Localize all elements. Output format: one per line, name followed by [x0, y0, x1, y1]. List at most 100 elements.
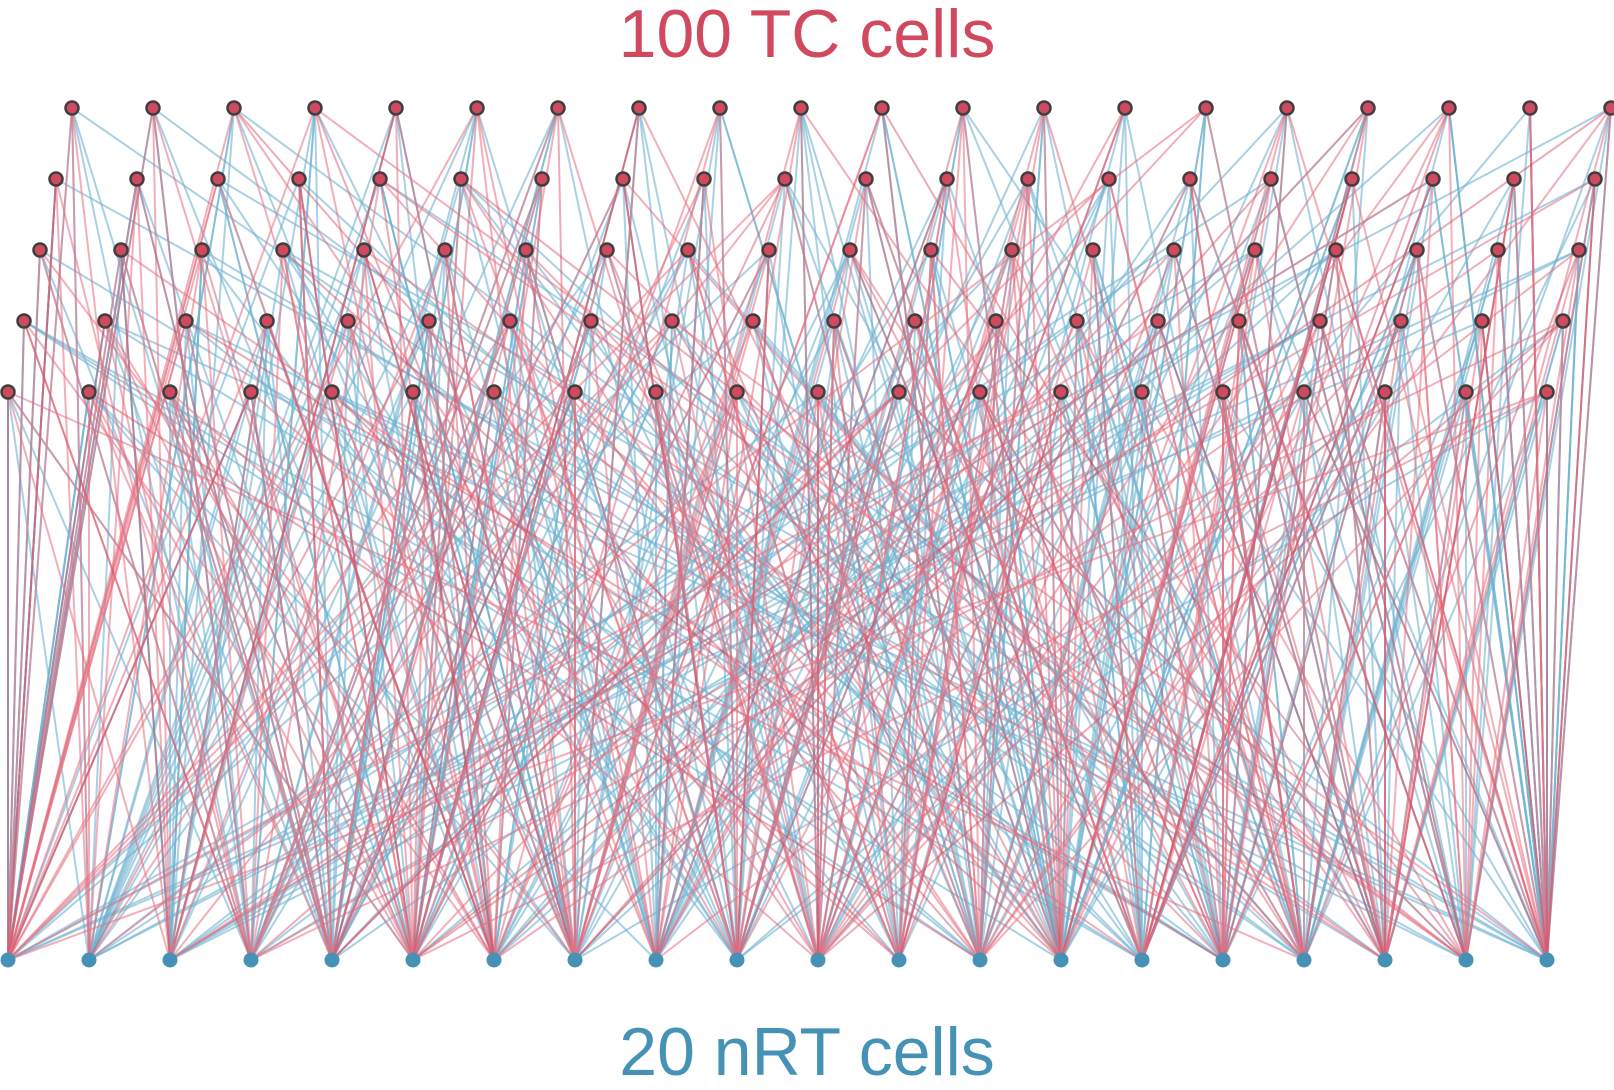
tc-cell-node [763, 244, 776, 257]
tc-cell-node [488, 386, 501, 399]
tc-cell-node [439, 244, 452, 257]
tc-cell-node [1476, 315, 1489, 328]
tc-cell-node [1249, 244, 1262, 257]
tc-cell-node [1492, 244, 1505, 257]
nrt-cell-node [1, 953, 16, 968]
nrt-cell-node [730, 953, 745, 968]
tc-cell-node [455, 173, 468, 186]
tc-cell-node [585, 315, 598, 328]
tc-cell-node [261, 315, 274, 328]
tc-cell-node [731, 386, 744, 399]
tc-cell-node [147, 102, 160, 115]
tc-cell-node [342, 315, 355, 328]
nrt-cell-node [325, 953, 340, 968]
tc-cell-node [1233, 315, 1246, 328]
tc-nrt-edge [1547, 108, 1611, 960]
tc-cell-node [326, 386, 339, 399]
tc-cell-node [1541, 386, 1554, 399]
tc-cell-node [617, 173, 630, 186]
tc-cell-node [714, 102, 727, 115]
nrt-cell-node [1135, 953, 1150, 968]
tc-cell-node [423, 315, 436, 328]
tc-cell-node [1557, 315, 1570, 328]
tc-cell-node [860, 173, 873, 186]
tc-cell-node [1071, 315, 1084, 328]
nrt-cell-node [568, 953, 583, 968]
nrt-cell-node [1054, 953, 1069, 968]
tc-cell-node [34, 244, 47, 257]
tc-cell-node [876, 102, 889, 115]
tc-cell-node [66, 102, 79, 115]
tc-cell-node [1605, 102, 1614, 115]
nrt-cell-node [82, 953, 97, 968]
tc-cell-node [650, 386, 663, 399]
tc-cell-node [196, 244, 209, 257]
tc-cell-node [941, 173, 954, 186]
nrt-cell-node [244, 953, 259, 968]
nrt-cell-node [811, 953, 826, 968]
nrt-cell-node [1540, 953, 1555, 968]
tc-cell-node [1038, 102, 1051, 115]
tc-cell-node [1168, 244, 1181, 257]
tc-cell-node [1152, 315, 1165, 328]
tc-cell-node [1314, 315, 1327, 328]
tc-cell-node [1395, 315, 1408, 328]
tc-cell-node [164, 386, 177, 399]
tc-cell-node [83, 386, 96, 399]
tc-cell-node [1022, 173, 1035, 186]
tc-cell-node [1136, 386, 1149, 399]
tc-cell-node [131, 173, 144, 186]
tc-cell-node [1330, 244, 1343, 257]
tc-cell-node [536, 173, 549, 186]
tc-cell-node [2, 386, 15, 399]
nrt-cell-node [892, 953, 907, 968]
tc-cell-node [1524, 102, 1537, 115]
tc-cell-node [844, 244, 857, 257]
tc-cell-node [358, 244, 371, 257]
nrt-cell-node [973, 953, 988, 968]
tc-cell-node [893, 386, 906, 399]
tc-cell-node [698, 173, 711, 186]
tc-cell-node [747, 315, 760, 328]
tc-cell-node [1508, 173, 1521, 186]
nrt-cell-node [163, 953, 178, 968]
nrt-cell-layer [1, 953, 1555, 968]
tc-cell-node [1346, 173, 1359, 186]
tc-cell-node [828, 315, 841, 328]
tc-nrt-edge [8, 179, 56, 960]
nrt-cell-node [487, 953, 502, 968]
tc-cell-node [504, 315, 517, 328]
tc-cell-node [1055, 386, 1068, 399]
tc-cell-node [115, 244, 128, 257]
nrt-cell-node [1378, 953, 1393, 968]
nrt-cell-node [406, 953, 421, 968]
tc-cell-node [1265, 173, 1278, 186]
tc-cell-node [1184, 173, 1197, 186]
tc-cell-node [99, 315, 112, 328]
tc-cell-node [228, 102, 241, 115]
tc-cell-node [520, 244, 533, 257]
tc-cell-node [374, 173, 387, 186]
tc-cell-node [633, 102, 646, 115]
tc-cell-node [569, 386, 582, 399]
tc-cell-node [18, 315, 31, 328]
nrt-cells-label: 20 nRT cells [0, 1018, 1614, 1086]
tc-cell-node [1119, 102, 1132, 115]
tc-cell-node [212, 173, 225, 186]
tc-cell-node [601, 244, 614, 257]
tc-cell-node [1281, 102, 1294, 115]
nrt-cell-node [1297, 953, 1312, 968]
tc-cell-node [552, 102, 565, 115]
tc-cell-node [1006, 244, 1019, 257]
tc-cell-node [180, 315, 193, 328]
tc-cell-node [390, 102, 403, 115]
tc-cell-node [909, 315, 922, 328]
nrt-cell-node [1459, 953, 1474, 968]
tc-cell-node [1298, 386, 1311, 399]
tc-cell-node [1427, 173, 1440, 186]
tc-cell-node [1200, 102, 1213, 115]
tc-cell-node [50, 173, 63, 186]
tc-cell-node [1573, 244, 1586, 257]
tc-cell-node [1087, 244, 1100, 257]
tc-cell-node [1443, 102, 1456, 115]
